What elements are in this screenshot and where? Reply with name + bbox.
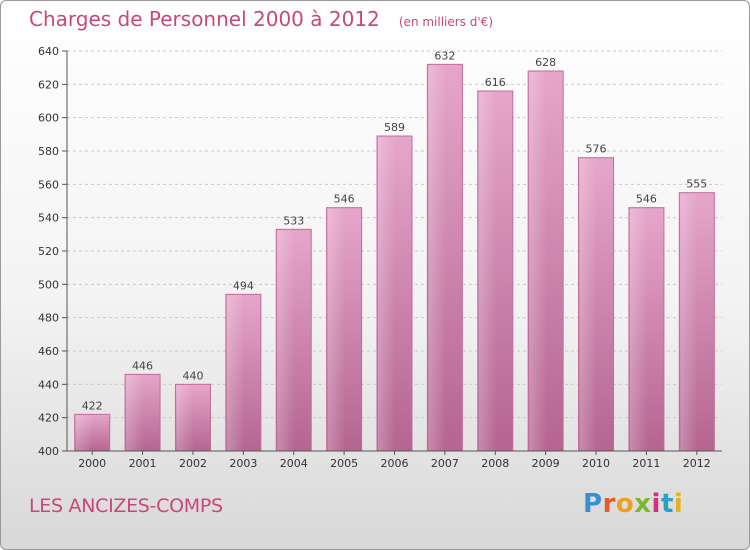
x-tick-label: 2006 bbox=[381, 457, 409, 470]
logo-letter: o bbox=[615, 489, 635, 519]
title-row: Charges de Personnel 2000 à 2012 (en mil… bbox=[29, 7, 493, 31]
y-tick-label: 640 bbox=[38, 45, 59, 58]
chart-subtitle: (en milliers d'€) bbox=[398, 15, 493, 29]
bar-highlight bbox=[176, 385, 194, 451]
bar-value-label: 628 bbox=[535, 56, 556, 69]
proxiti-logo: Proxiti bbox=[583, 489, 683, 519]
bar-highlight bbox=[226, 295, 245, 451]
logo-letter: x bbox=[634, 489, 652, 519]
x-tick-label: 2007 bbox=[431, 457, 459, 470]
bars: 422 446 440 494 533 546 589 632 616 628 576 546 555 bbox=[74, 49, 715, 452]
bar-highlight bbox=[478, 92, 497, 451]
bar-highlight bbox=[126, 375, 144, 451]
bar-value-label: 546 bbox=[636, 193, 657, 206]
x-axis: 2000 2001 2002 2003 2004 2005 2006 2007 2008 2009… bbox=[67, 450, 722, 470]
x-tick-label: 2002 bbox=[179, 457, 207, 470]
logo-letter: P bbox=[583, 489, 603, 519]
bar-value-label: 446 bbox=[132, 359, 153, 372]
bar-value-label: 533 bbox=[283, 214, 304, 227]
bar-highlight bbox=[428, 65, 446, 451]
x-tick-label: 2009 bbox=[532, 457, 560, 470]
y-tick-label: 580 bbox=[38, 145, 59, 158]
x-tick-label: 2012 bbox=[683, 457, 711, 470]
bar-value-label: 632 bbox=[434, 49, 455, 62]
bar-value-label: 546 bbox=[334, 193, 355, 206]
bar-highlight bbox=[277, 230, 295, 451]
x-tick-label: 2001 bbox=[129, 457, 157, 470]
y-tick-label: 460 bbox=[38, 345, 59, 358]
bar-highlight bbox=[629, 208, 648, 451]
x-tick-label: 2003 bbox=[229, 457, 257, 470]
y-axis: 400 420 440 460 480 500 520 540 560 580 600 620 640 bbox=[38, 45, 68, 458]
y-tick-label: 520 bbox=[38, 245, 59, 258]
x-tick-label: 2005 bbox=[330, 457, 358, 470]
bar-highlight bbox=[75, 415, 94, 451]
bar-value-label: 576 bbox=[586, 143, 607, 156]
x-tick-label: 2011 bbox=[632, 457, 660, 470]
bar-highlight bbox=[680, 193, 698, 451]
bar-highlight bbox=[529, 72, 547, 451]
y-tick-label: 540 bbox=[38, 212, 59, 225]
bar-value-label: 589 bbox=[384, 121, 405, 134]
logo-letter: t bbox=[660, 489, 674, 519]
x-tick-label: 2010 bbox=[582, 457, 610, 470]
y-tick-label: 600 bbox=[38, 112, 59, 125]
bar-value-label: 555 bbox=[686, 178, 707, 191]
y-tick-label: 440 bbox=[38, 378, 59, 391]
y-tick-label: 620 bbox=[38, 78, 59, 91]
y-tick-label: 480 bbox=[38, 312, 59, 325]
y-tick-label: 420 bbox=[38, 412, 59, 425]
bar-highlight bbox=[327, 208, 346, 451]
bar-highlight bbox=[579, 158, 598, 451]
bar-value-label: 422 bbox=[82, 399, 103, 412]
x-tick-label: 2004 bbox=[280, 457, 308, 470]
y-tick-label: 500 bbox=[38, 278, 59, 291]
x-tick-label: 2000 bbox=[78, 457, 106, 470]
bar-value-label: 616 bbox=[485, 76, 506, 89]
bar-value-label: 494 bbox=[233, 279, 254, 292]
logo-letter: r bbox=[602, 489, 616, 519]
logo-letter: i bbox=[651, 489, 661, 519]
y-tick-label: 400 bbox=[38, 445, 59, 458]
logo-letter: i bbox=[673, 489, 684, 519]
bar-highlight bbox=[378, 137, 396, 451]
bar-value-label: 440 bbox=[182, 369, 203, 382]
place-name: LES ANCIZES-COMPS bbox=[29, 495, 223, 517]
chart-title: Charges de Personnel 2000 à 2012 bbox=[29, 7, 380, 31]
y-tick-label: 560 bbox=[38, 178, 59, 191]
x-tick-label: 2008 bbox=[481, 457, 509, 470]
